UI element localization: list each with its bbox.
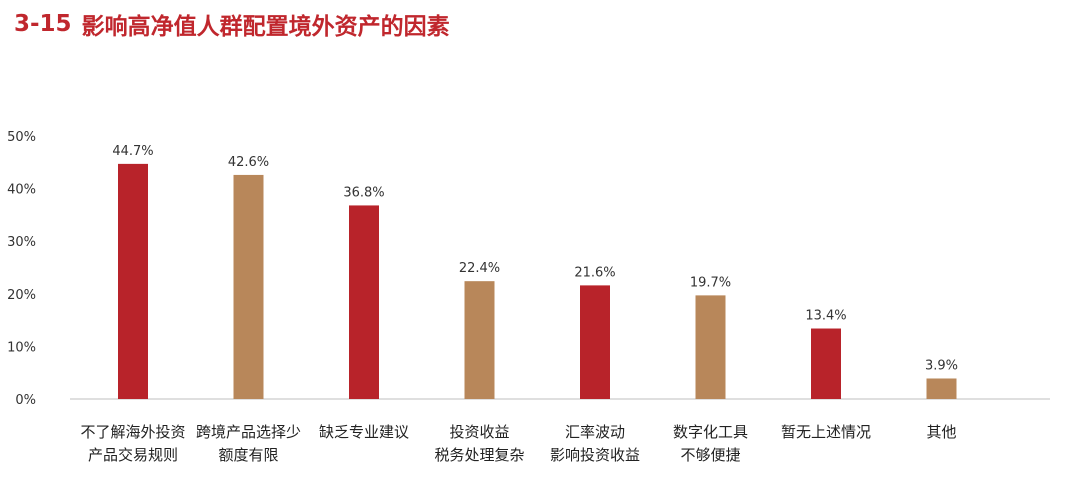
x-category-label-line: 税务处理复杂 xyxy=(434,446,524,464)
bar-value-label: 42.6% xyxy=(228,155,269,170)
x-category-label: 跨境产品选择少额度有限 xyxy=(196,423,301,464)
bar xyxy=(695,295,726,399)
x-category-label-line: 不了解海外投资 xyxy=(80,423,185,441)
x-category-label-line: 数字化工具 xyxy=(673,423,748,441)
y-tick-label: 20% xyxy=(7,288,36,303)
x-category-label-line: 暂无上述情况 xyxy=(781,423,871,441)
y-tick-label: 10% xyxy=(7,340,36,355)
y-tick-label: 40% xyxy=(7,183,36,198)
x-category-label: 暂无上述情况 xyxy=(781,423,871,441)
x-category-label-line: 跨境产品选择少 xyxy=(196,423,301,441)
bar xyxy=(464,281,495,399)
bar-value-label: 19.7% xyxy=(690,275,731,290)
x-category-label-line: 其他 xyxy=(926,423,956,441)
chart-title-text: 影响高净值人群配置境外资产的因素 xyxy=(81,14,450,40)
bar xyxy=(349,205,379,399)
x-category-label-line: 产品交易规则 xyxy=(88,446,178,464)
y-tick-label: 0% xyxy=(15,393,36,408)
x-category-label: 数字化工具不够便捷 xyxy=(673,423,748,464)
bar xyxy=(233,174,264,399)
y-tick-label: 50% xyxy=(7,130,36,145)
x-category-label-line: 影响投资收益 xyxy=(550,446,640,464)
x-category-label-line: 缺乏专业建议 xyxy=(319,423,409,441)
y-tick-label: 30% xyxy=(7,235,36,250)
bar-value-label: 44.7% xyxy=(112,144,153,159)
bar-value-label: 3.9% xyxy=(925,358,958,373)
x-category-label: 缺乏专业建议 xyxy=(319,423,409,441)
x-category-label: 投资收益税务处理复杂 xyxy=(434,423,524,464)
bar xyxy=(926,378,957,399)
x-category-label-line: 额度有限 xyxy=(218,446,278,464)
x-category-label-line: 不够便捷 xyxy=(680,446,740,464)
bar-value-label: 13.4% xyxy=(805,309,846,324)
bar-value-label: 22.4% xyxy=(459,261,500,276)
x-category-label: 其他 xyxy=(926,423,956,441)
bar-value-label: 36.8% xyxy=(343,185,384,200)
x-category-label-line: 汇率波动 xyxy=(565,423,625,441)
x-category-label: 不了解海外投资产品交易规则 xyxy=(80,423,185,464)
bar xyxy=(580,285,610,399)
chart-title: 3-15 影响高净值人群配置境外资产的因素 xyxy=(14,4,450,44)
bar-value-label: 21.6% xyxy=(574,265,615,280)
x-category-label: 汇率波动影响投资收益 xyxy=(550,423,640,464)
bar xyxy=(118,163,148,399)
chart-number: 3-15 xyxy=(14,11,72,37)
bar xyxy=(811,328,841,399)
x-category-label-line: 投资收益 xyxy=(449,423,509,441)
